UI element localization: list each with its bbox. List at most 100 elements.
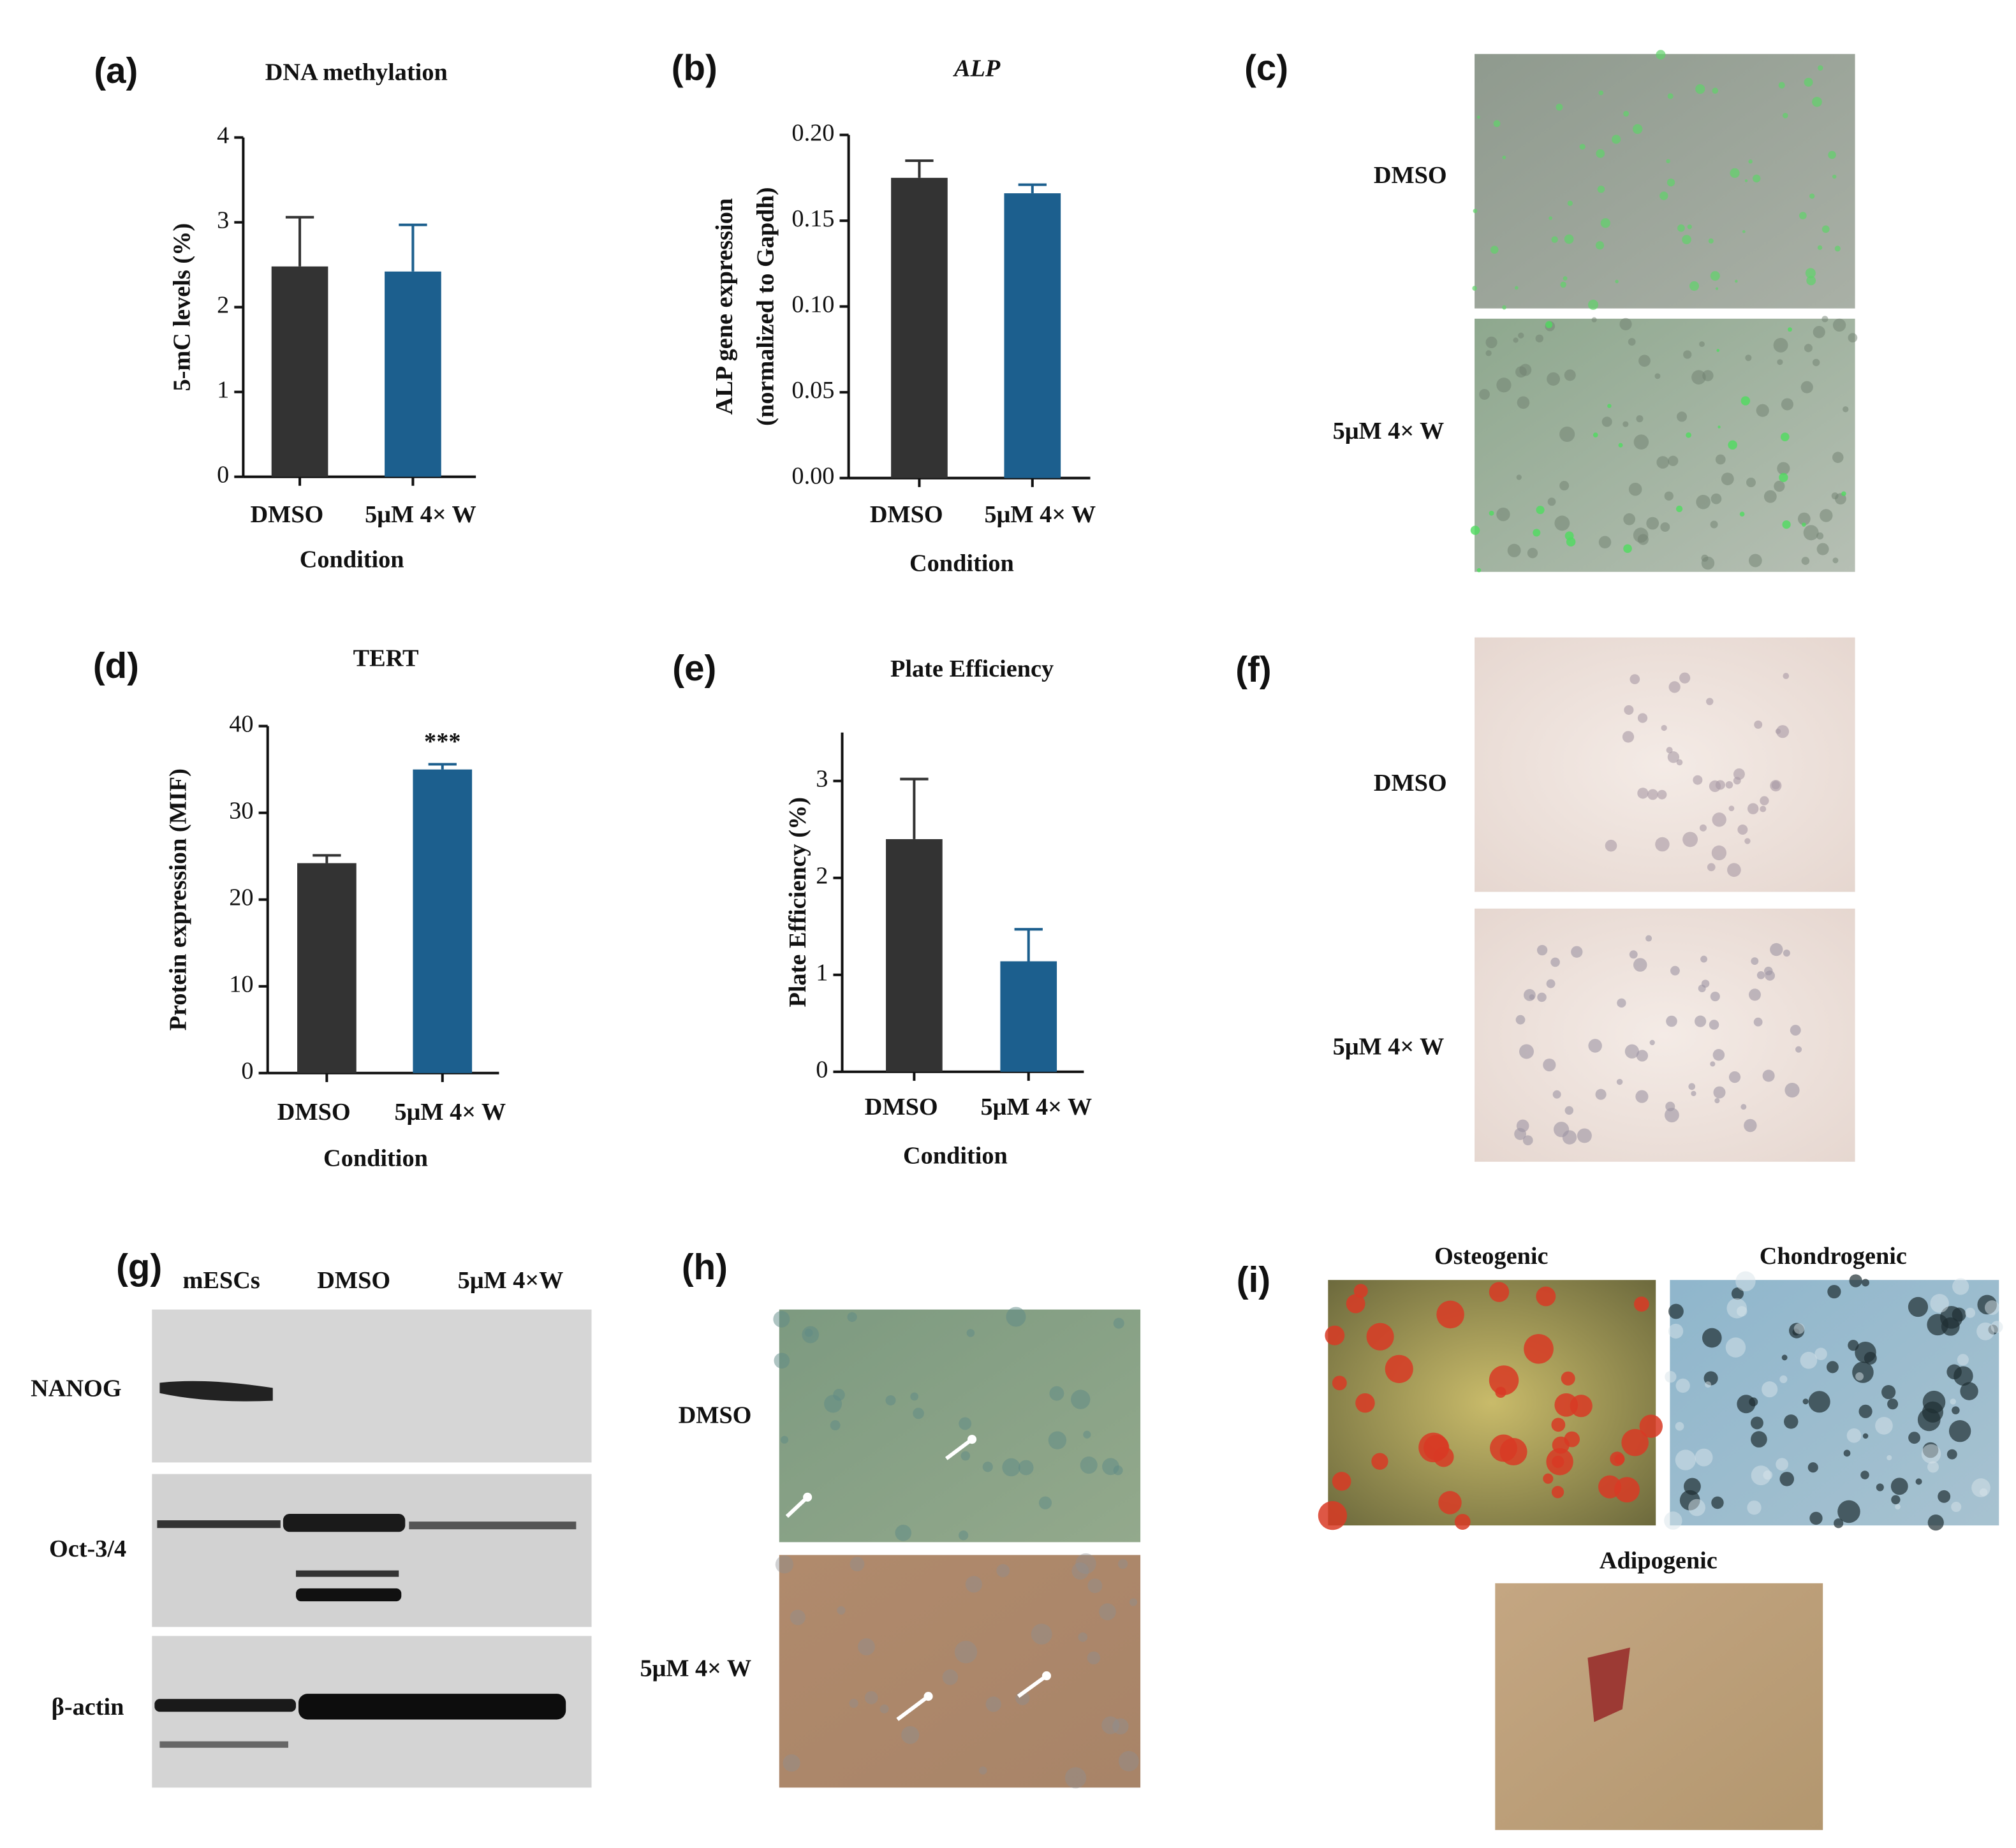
texture	[1527, 548, 1538, 559]
texture	[1725, 781, 1733, 789]
texture	[1745, 355, 1752, 362]
texture	[1666, 747, 1673, 754]
texture	[1848, 333, 1858, 343]
texture	[1472, 286, 1477, 291]
texture	[1567, 200, 1573, 206]
y-tick-label: 20	[229, 884, 253, 911]
texture	[1728, 1071, 1741, 1083]
texture	[1770, 942, 1783, 957]
texture	[1546, 979, 1556, 988]
panel-text: 5μM 4×W	[458, 1267, 564, 1294]
arrow	[896, 1694, 930, 1721]
texture	[1855, 1342, 1876, 1363]
texture	[1385, 1354, 1413, 1383]
texture	[1614, 1454, 1625, 1465]
texture	[1129, 1598, 1138, 1606]
texture	[1619, 318, 1632, 330]
texture	[1752, 174, 1761, 183]
texture	[1795, 1046, 1802, 1053]
texture	[1080, 1456, 1098, 1474]
texture	[1638, 355, 1651, 367]
texture	[1564, 369, 1576, 381]
texture	[1695, 1015, 1707, 1027]
texture	[1908, 1296, 1929, 1317]
texture	[1747, 803, 1759, 814]
texture	[780, 1435, 789, 1444]
micrograph	[1475, 54, 1855, 309]
texture	[1707, 863, 1716, 872]
x-tick-label: DMSO	[277, 1099, 351, 1126]
texture	[1876, 1483, 1884, 1492]
texture	[847, 1312, 857, 1323]
texture	[1952, 1406, 1960, 1414]
texture	[1654, 373, 1661, 379]
texture	[1612, 135, 1621, 144]
y-tick-label: 10	[229, 971, 253, 998]
texture	[1756, 971, 1765, 979]
x-axis-label: Condition	[300, 546, 404, 573]
texture	[1946, 1449, 1957, 1460]
texture	[775, 1555, 793, 1574]
texture	[1371, 1453, 1388, 1470]
texture	[1485, 350, 1492, 356]
x-tick-label: DMSO	[870, 501, 943, 528]
texture	[1668, 455, 1679, 466]
texture	[1715, 780, 1725, 790]
texture	[1490, 246, 1499, 254]
texture	[1550, 957, 1560, 967]
texture	[1807, 1462, 1818, 1473]
texture	[1711, 493, 1722, 504]
texture	[1543, 1058, 1556, 1072]
texture	[1113, 1465, 1123, 1476]
texture	[913, 1407, 924, 1419]
texture	[1600, 218, 1610, 228]
texture	[1951, 1501, 1962, 1513]
texture	[1476, 115, 1480, 119]
texture	[1957, 1354, 1969, 1366]
x-tick-label: DMSO	[250, 501, 323, 528]
texture	[1763, 490, 1777, 503]
texture	[1496, 507, 1510, 522]
texture	[1564, 234, 1574, 244]
texture	[978, 1766, 987, 1775]
image-panels	[152, 50, 2003, 1830]
texture	[783, 1754, 800, 1772]
y-tick-label: 0	[241, 1058, 253, 1085]
texture	[1706, 698, 1714, 705]
texture	[1418, 1432, 1448, 1463]
texture	[1048, 1431, 1067, 1449]
texture	[1711, 1496, 1724, 1509]
texture	[1556, 103, 1563, 111]
texture	[1633, 958, 1647, 972]
texture	[1682, 235, 1691, 244]
texture	[1614, 1477, 1640, 1503]
texture	[1502, 156, 1506, 159]
texture	[1554, 515, 1570, 531]
texture	[1777, 359, 1783, 365]
texture	[1708, 238, 1714, 244]
texture	[1355, 1393, 1375, 1413]
texture	[1064, 1767, 1087, 1789]
texture	[1938, 1490, 1951, 1503]
texture	[1816, 543, 1829, 555]
texture	[1744, 1118, 1757, 1133]
texture	[1657, 789, 1667, 800]
texture	[1117, 1558, 1128, 1569]
texture	[1788, 327, 1792, 332]
x-axis-label: Condition	[909, 550, 1014, 577]
panel-letter: (c)	[1244, 48, 1288, 88]
y-tick-label: 0.10	[791, 291, 834, 318]
texture	[1325, 1325, 1345, 1346]
texture	[1765, 971, 1776, 981]
texture	[1598, 536, 1612, 548]
texture	[1747, 1500, 1762, 1515]
texture	[996, 1564, 1010, 1578]
micrograph	[1495, 1583, 1823, 1830]
bar	[1000, 961, 1057, 1072]
texture	[1699, 824, 1707, 832]
texture	[1515, 1015, 1526, 1025]
texture	[1915, 1478, 1922, 1485]
texture	[858, 1638, 875, 1655]
texture	[1921, 1444, 1941, 1464]
chart-title: DNA methylation	[265, 59, 448, 86]
